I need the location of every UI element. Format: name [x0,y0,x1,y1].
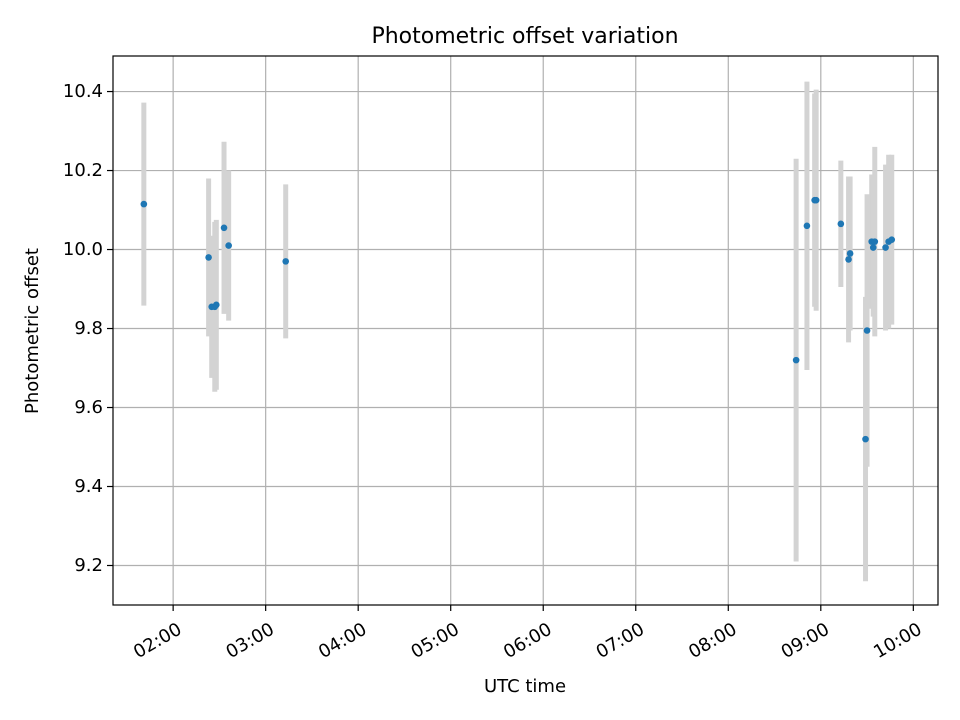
data-point [845,256,852,263]
data-point [882,244,889,251]
y-tick-label: 9.4 [74,476,103,497]
data-point [140,200,148,208]
data-point [869,244,877,251]
y-tick-label: 10.0 [63,239,103,260]
y-tick-label: 10.4 [63,81,103,102]
y-tick-label: 9.8 [74,318,103,339]
y-axis-label: Photometric offset [22,248,43,414]
data-point [862,435,869,443]
data-point [803,222,811,230]
chart-title: Photometric offset variation [371,24,678,49]
y-tick-label: 9.2 [74,555,103,576]
data-point [812,196,820,204]
x-axis-label: UTC time [484,676,566,697]
data-point [888,236,896,243]
data-point [205,254,212,261]
data-point [846,250,854,257]
data-point [282,258,290,265]
y-axis: 9.2 9.4 9.6 9.8 10.0 10.2 10.4 [63,81,113,576]
data-point [863,327,871,334]
data-point [792,356,800,364]
plot-frame [112,55,939,606]
data-point [837,220,845,228]
data-point [871,238,879,245]
data-point [213,301,220,309]
grid [113,56,938,605]
y-tick-label: 9.6 [74,397,103,418]
data-point [225,242,232,249]
y-tick-label: 10.2 [63,160,103,181]
data-points [140,196,896,443]
data-point [220,224,228,232]
